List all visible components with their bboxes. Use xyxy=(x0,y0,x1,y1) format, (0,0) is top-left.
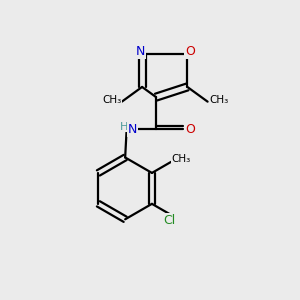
Text: N: N xyxy=(136,45,145,58)
Text: O: O xyxy=(185,123,195,136)
Text: Cl: Cl xyxy=(163,214,176,226)
Text: CH₃: CH₃ xyxy=(102,95,121,105)
Text: H: H xyxy=(119,122,128,131)
Text: CH₃: CH₃ xyxy=(172,154,191,164)
Text: N: N xyxy=(128,123,137,136)
Text: O: O xyxy=(185,45,195,58)
Text: CH₃: CH₃ xyxy=(209,95,228,105)
